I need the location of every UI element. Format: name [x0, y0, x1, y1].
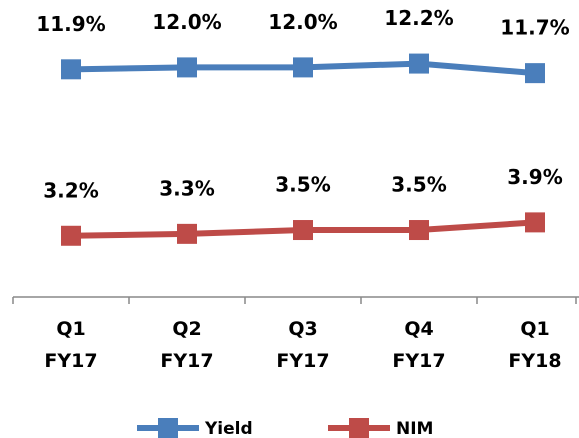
marker [409, 53, 429, 74]
marker [409, 220, 429, 241]
marker [61, 59, 81, 80]
marker [525, 63, 545, 84]
x-tick-label: Q1 FY18 [508, 318, 562, 372]
data-label: 12.0% [268, 10, 337, 34]
data-label: 3.3% [159, 176, 214, 200]
legend-label: NIM [396, 419, 433, 438]
legend-marker [158, 418, 178, 438]
marker [293, 220, 313, 241]
data-label: 12.2% [384, 6, 453, 30]
marker [177, 57, 197, 78]
data-label: 3.9% [507, 165, 562, 189]
x-tick-label: Q4 FY17 [392, 318, 446, 372]
data-label: 12.0% [152, 10, 221, 34]
legend-marker [349, 418, 369, 438]
data-label: 11.7% [500, 16, 569, 40]
x-tick-label: Q2 FY17 [160, 318, 214, 372]
data-label: 3.2% [43, 178, 98, 202]
marker [525, 212, 545, 233]
marker [61, 225, 81, 246]
x-tick-label: Q1 FY17 [44, 318, 98, 372]
marker [177, 223, 197, 244]
legend-label: Yield [204, 419, 253, 438]
data-label: 11.9% [36, 12, 105, 36]
data-label: 3.5% [391, 173, 446, 197]
marker [293, 57, 313, 78]
x-tick-label: Q3 FY17 [276, 318, 330, 372]
data-label: 3.5% [275, 173, 330, 197]
